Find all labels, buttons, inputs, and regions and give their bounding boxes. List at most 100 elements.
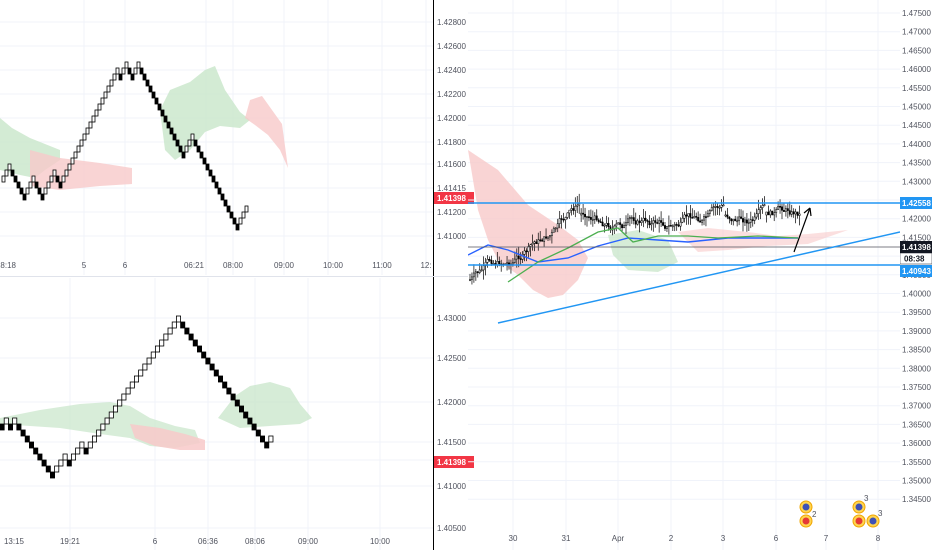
renko-brick <box>163 333 169 341</box>
renko-chart-top[interactable]: 18:18 5 6 06:21 08:00 09:00 10:00 11:00 12: <box>0 0 434 275</box>
candle-body <box>669 225 672 227</box>
renko-brick <box>211 175 216 183</box>
renko-brick <box>138 369 144 377</box>
price-axis-top-left[interactable]: 1.42800 1.42600 1.42400 1.42200 1.42000 1.418… <box>434 0 474 275</box>
candle-body <box>523 250 526 255</box>
candle-body <box>650 223 653 226</box>
flag-icon <box>802 517 810 525</box>
price-axis-right[interactable]: 1.47500 1.47000 1.46500 1.46000 1.45500 1.450… <box>899 0 932 550</box>
candle-body <box>784 208 787 212</box>
candle-body <box>691 217 694 219</box>
candle-body <box>482 265 485 271</box>
candle-body <box>531 242 534 246</box>
candle-body <box>632 217 635 221</box>
candle-body <box>568 209 571 214</box>
renko-brick <box>75 447 81 455</box>
renko-brick <box>73 151 78 159</box>
renko-brick <box>100 97 105 105</box>
candle-body <box>779 206 782 208</box>
candle-body <box>755 213 758 218</box>
candle-body <box>640 220 643 223</box>
candle-body <box>706 213 709 218</box>
candle-body <box>619 222 622 225</box>
price-axis-label: 1.40000 <box>902 290 931 299</box>
time-axis-label: 06:36 <box>198 537 219 546</box>
candle-body <box>617 222 620 225</box>
renko-brick <box>184 145 189 153</box>
candle-body <box>549 235 551 238</box>
renko-brick <box>217 375 223 383</box>
candle-body <box>515 255 518 260</box>
renko-brick <box>97 103 102 111</box>
renko-brick <box>62 453 68 461</box>
candle-body <box>627 218 629 223</box>
pane-divider-horizontal[interactable] <box>0 276 468 277</box>
candle-body <box>775 209 778 213</box>
price-axis-label: 1.42000 <box>437 114 466 123</box>
time-axis-label: 3 <box>721 534 726 543</box>
time-axis-label: 11:00 <box>372 261 392 270</box>
candle-body <box>720 205 723 208</box>
candle-body <box>671 225 674 228</box>
renko-brick <box>76 145 81 153</box>
renko-brick <box>79 139 84 147</box>
renko-brick <box>1 175 6 183</box>
candle-body <box>744 219 746 223</box>
candle-body <box>630 217 633 219</box>
candle-body <box>656 222 659 224</box>
renko-brick <box>264 441 270 449</box>
renko-brick <box>117 399 123 407</box>
candle-body <box>738 216 741 222</box>
renko-brick <box>12 417 18 425</box>
chart-pane-top-left[interactable]: 18:18 5 6 06:21 08:00 09:00 10:00 11:00 12: <box>0 0 434 275</box>
renko-brick <box>188 333 194 341</box>
renko-brick <box>41 459 47 467</box>
candle-body <box>749 219 752 223</box>
candle-body <box>685 214 688 217</box>
time-axis-label: 30 <box>509 534 518 543</box>
candle-body <box>751 219 754 221</box>
renko-brick <box>205 163 210 171</box>
renko-brick <box>100 423 106 431</box>
ascending-trendline[interactable] <box>497 231 900 324</box>
candle-body <box>599 221 602 223</box>
renko-brick <box>217 187 222 195</box>
renko-brick <box>108 411 114 419</box>
candle-body <box>471 276 473 280</box>
price-axis-bottom-left[interactable]: 1.430001.425001.420001.415001.414141.410… <box>434 278 474 550</box>
candle-body <box>533 241 536 244</box>
pane-divider-vertical[interactable] <box>433 0 434 550</box>
candle-body <box>664 225 666 229</box>
candle-body <box>519 258 522 260</box>
candle-body <box>484 262 487 267</box>
candle-body <box>675 224 678 226</box>
candle-body <box>681 217 684 223</box>
candle-body <box>654 220 657 223</box>
ichimoku-cloud-bear <box>30 150 132 190</box>
renko-brick <box>0 423 5 431</box>
renko-brick <box>24 435 30 443</box>
candle-body <box>554 227 557 230</box>
candle-body <box>550 232 553 236</box>
renko-brick <box>193 139 198 147</box>
flag-icon <box>855 503 863 511</box>
renko-brick <box>96 429 102 437</box>
renko-brick <box>235 223 240 231</box>
renko-brick <box>67 163 72 171</box>
chart-pane-bottom-left[interactable]: 13:15 19:21 6 06:36 08:06 09:00 10:00 <box>0 278 434 550</box>
candle-body <box>564 217 567 221</box>
candle-body <box>679 221 682 227</box>
price-axis-label: 1.38000 <box>902 364 931 373</box>
renko-brick <box>66 459 72 467</box>
candle-body <box>736 220 739 223</box>
projection-arrow[interactable] <box>793 207 811 253</box>
renko-chart-bottom[interactable]: 13:15 19:21 6 06:36 08:06 09:00 10:00 <box>0 278 434 550</box>
chart-pane-right[interactable]: 2 3 3 30 31 Apr 2 3 6 7 8 <box>468 0 900 550</box>
candle-body <box>697 217 700 222</box>
renko-brick <box>234 399 240 407</box>
candle-body <box>529 244 532 247</box>
time-axis-label: 19:21 <box>60 537 81 546</box>
ichimoku-cloud-bear <box>130 424 205 450</box>
renko-brick <box>25 187 30 195</box>
